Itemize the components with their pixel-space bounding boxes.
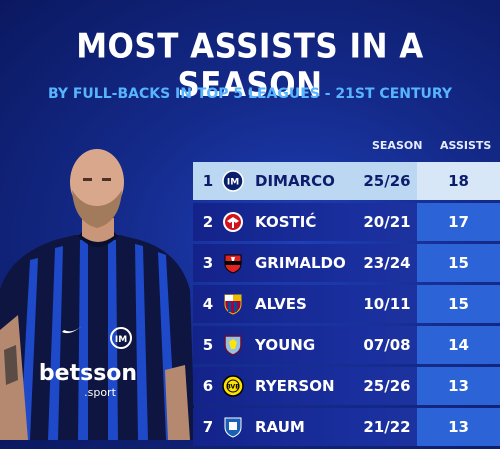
svg-text:IM: IM [227,178,239,188]
hoffenheim-badge-icon [222,416,244,438]
row-assists: 15 [448,254,469,272]
dortmund-badge-icon: BVB [222,375,244,397]
row-season: 23/24 [363,254,411,272]
svg-text:.sport: .sport [84,386,116,399]
row-assists: 14 [448,336,469,354]
eintracht-badge-icon [222,211,244,233]
page-subtitle: BY FULL-BACKS IN TOP 5 LEAGUES - 21ST CE… [47,86,453,102]
row-name: KOSTIĆ [255,213,317,231]
row-rank: 3 [202,254,214,272]
row-name: ALVES [255,295,307,313]
table-row: 7 RAUM 21/22 13 [193,408,500,446]
inter-badge-icon: IM [222,170,244,192]
row-season: 20/21 [363,213,411,231]
table-row: 4 ALVES 10/11 15 [193,285,500,323]
player-image: IM betsson .sport [0,140,195,440]
row-assists: 18 [448,172,469,190]
row-assists: 13 [448,418,469,436]
row-season: 07/08 [363,336,411,354]
leverkusen-badge-icon [222,252,244,274]
row-assists: 13 [448,377,469,395]
player-figure: IM betsson .sport [0,149,195,440]
column-header-season: SEASON [372,139,423,152]
row-rank: 5 [202,336,214,354]
ranking-table: 1 IM DIMARCO 25/26 18 2 KOSTIĆ 20/21 1 7 … [193,162,500,449]
column-header-assists: ASSISTS [440,139,492,152]
sponsor-text: betsson [39,361,137,386]
svg-text:IM: IM [115,335,127,345]
table-row: 1 IM DIMARCO 25/26 18 [193,162,500,200]
row-season: 21/22 [363,418,411,436]
svg-text:BVB: BVB [226,384,240,391]
row-name: YOUNG [255,336,316,354]
table-row: 3 GRIMALDO 23/24 15 [193,244,500,282]
row-rank: 2 [202,213,214,231]
row-rank: 6 [202,377,214,395]
row-rank: 4 [202,295,214,313]
row-assists: 17 [448,213,469,231]
table-row: 2 KOSTIĆ 20/21 17 [193,203,500,241]
table-row: 6 BVB RYERSON 25/26 13 [193,367,500,405]
row-name: RYERSON [255,377,335,395]
row-name: DIMARCO [255,172,335,190]
page-title: MOST ASSISTS IN A SEASON [76,27,424,105]
row-season: 10/11 [363,295,411,313]
row-rank: 1 [202,172,214,190]
row-name: GRIMALDO [255,254,346,272]
row-assists: 15 [448,295,469,313]
row-season: 25/26 [363,172,411,190]
row-season: 25/26 [363,377,411,395]
row-rank: 7 [202,418,214,436]
row-name: RAUM [255,418,305,436]
aston-villa-badge-icon [222,334,244,356]
barcelona-badge-icon [222,293,244,315]
table-row: 5 YOUNG 07/08 14 [193,326,500,364]
